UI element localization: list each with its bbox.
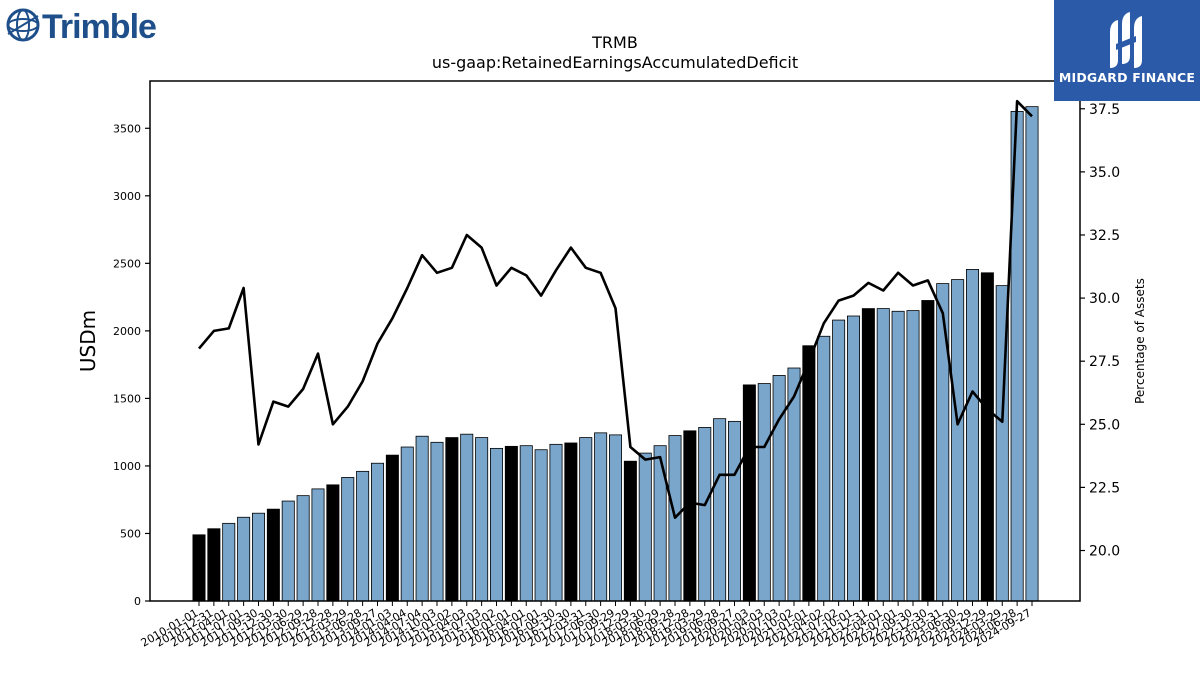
y-axis-right: 20.0 22.5 25.0 27.5 30.0 32.5 35.0 37.5	[1080, 102, 1120, 560]
midgard-emblem-icon	[1110, 12, 1142, 68]
bar	[356, 470, 370, 602]
midgard-finance-logo: MIDGARD FINANCE	[1054, 0, 1200, 101]
bar	[311, 488, 325, 602]
bar	[475, 437, 489, 602]
bar	[609, 434, 622, 602]
bar	[549, 443, 563, 602]
bar	[490, 447, 503, 602]
y2-tick-label: 32.5	[1089, 228, 1120, 244]
bar	[385, 454, 399, 602]
y-axis-label: USDm	[76, 310, 100, 372]
y2-tick-label: 22.5	[1089, 480, 1120, 496]
y2-tick-label: 35.0	[1089, 165, 1120, 181]
bar	[683, 430, 697, 602]
bar	[817, 335, 831, 602]
y-tick-label: 0	[134, 595, 141, 608]
bar	[504, 445, 518, 602]
bar	[281, 500, 295, 602]
y-tick-label: 2500	[113, 257, 141, 270]
bar	[222, 522, 236, 602]
bar	[713, 418, 727, 602]
bar	[534, 449, 548, 602]
x-axis: 2010-01-012010-12-312011-04-012011-07-01…	[139, 601, 1034, 650]
y-tick-label: 2000	[113, 325, 141, 338]
bar	[861, 308, 875, 602]
bar	[772, 375, 786, 602]
bar	[728, 420, 741, 602]
midgard-wordmark: MIDGARD FINANCE	[1058, 70, 1196, 85]
y-tick-label: 3000	[113, 190, 141, 203]
bar	[698, 427, 712, 602]
globe-icon	[6, 8, 40, 42]
bar	[638, 452, 652, 602]
bar	[326, 484, 340, 602]
y2-tick-label: 25.0	[1089, 417, 1120, 433]
y2-tick-label: 20.0	[1089, 544, 1120, 560]
bar	[252, 512, 265, 602]
y-tick-label: 500	[120, 527, 141, 540]
bar	[891, 310, 905, 602]
bars-layer	[192, 106, 1039, 602]
bar	[519, 445, 533, 602]
bar	[237, 516, 251, 602]
bar	[832, 319, 846, 602]
bar	[742, 384, 756, 602]
bar	[906, 310, 920, 602]
line-layer	[198, 99, 1033, 520]
bar	[445, 437, 459, 602]
trimble-wordmark: Trimble	[42, 8, 156, 46]
y2-axis-label: Percentage of Assets	[1133, 278, 1147, 404]
bar	[296, 495, 310, 602]
bar	[341, 477, 355, 602]
bar	[653, 445, 667, 602]
bar	[980, 272, 994, 602]
chart-subtitle: us-gaap:RetainedEarningsAccumulatedDefic…	[432, 53, 798, 72]
series-line	[198, 99, 1033, 520]
bar	[460, 433, 474, 602]
y-tick-label: 3500	[113, 122, 141, 135]
y2-tick-label: 27.5	[1089, 354, 1120, 370]
bar	[921, 300, 935, 602]
bar	[936, 283, 950, 602]
bar	[371, 462, 384, 602]
bar	[415, 435, 429, 602]
bar	[594, 432, 608, 602]
bar	[1025, 106, 1039, 602]
y-tick-label: 1000	[113, 460, 141, 473]
bar	[400, 446, 414, 602]
bar	[966, 269, 979, 602]
bar	[266, 508, 280, 602]
y2-tick-label: 37.5	[1089, 102, 1120, 118]
bar	[757, 383, 771, 602]
bar	[192, 534, 206, 602]
bar	[579, 437, 593, 602]
bar	[951, 279, 965, 602]
chart-title: TRMB	[591, 33, 638, 52]
bar	[802, 345, 816, 602]
y2-tick-label: 30.0	[1089, 291, 1120, 307]
bar	[564, 442, 578, 602]
bar	[847, 315, 860, 602]
bar	[207, 528, 221, 602]
bar	[430, 441, 444, 602]
trimble-logo: Trimble	[4, 4, 174, 46]
bar	[876, 308, 890, 602]
y-tick-label: 1500	[113, 392, 141, 405]
y-axis-left: 0 500 1000 1500 2000 2500 3000 3500	[113, 122, 150, 608]
bar	[623, 460, 637, 602]
